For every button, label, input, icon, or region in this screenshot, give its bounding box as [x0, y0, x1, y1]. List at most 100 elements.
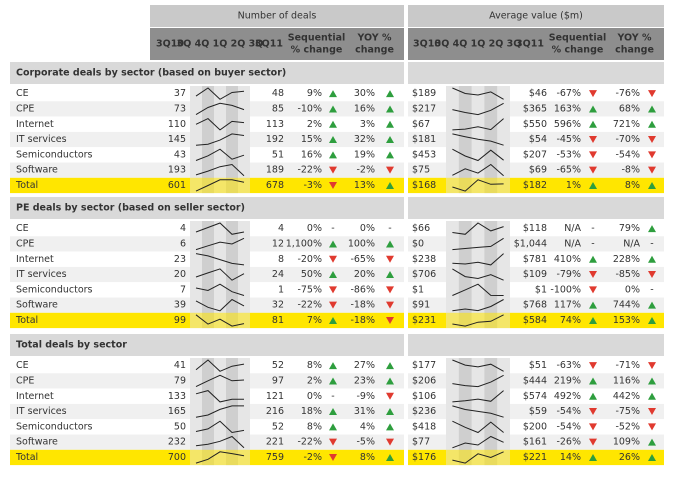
- spark-stripe: [202, 358, 214, 466]
- sparkline: [195, 314, 245, 327]
- spark-stripe: [226, 358, 238, 466]
- up-arrow: [329, 316, 337, 324]
- row-band: [408, 373, 446, 389]
- header-band: [408, 5, 664, 27]
- row-band: [250, 373, 404, 389]
- column-header: 3Q10: [156, 39, 184, 50]
- yoy-change: 79%: [619, 223, 640, 234]
- row-band: [408, 251, 446, 267]
- row-label: CE: [16, 88, 29, 99]
- down-arrow: [329, 286, 337, 294]
- row-label: Software: [16, 300, 58, 311]
- row-band: [510, 419, 664, 435]
- row-band: [510, 116, 664, 132]
- yoy-change: -71%: [615, 360, 640, 371]
- q11-value: $51: [529, 360, 547, 371]
- row-band: [510, 358, 664, 374]
- yoy-change: 13%: [354, 180, 375, 191]
- up-arrow: [386, 423, 394, 431]
- up-arrow: [589, 120, 597, 128]
- sequential-change: 7%: [307, 315, 322, 326]
- down-arrow: [386, 255, 394, 263]
- q10-value: 601: [168, 180, 186, 191]
- sparkline: [195, 118, 245, 131]
- sparkline: [452, 435, 504, 449]
- sequential-change: -10%: [297, 103, 322, 114]
- column-header: YOY %: [357, 33, 392, 44]
- sparkline: [195, 102, 245, 116]
- q10-value: $1: [412, 284, 424, 295]
- up-arrow: [589, 181, 597, 189]
- q10-value: 99: [174, 315, 186, 326]
- q11-value: $46: [529, 88, 547, 99]
- row-band: [250, 449, 404, 466]
- sparkline: [195, 179, 245, 192]
- row-label: CPE: [16, 375, 34, 386]
- group-title: Average value ($m): [489, 11, 583, 22]
- up-arrow: [386, 120, 394, 128]
- row-band: [250, 221, 404, 237]
- sequential-change: -65%: [556, 165, 581, 176]
- q10-value: $206: [412, 375, 436, 386]
- q10-value: $66: [412, 223, 430, 234]
- q10-value: 7: [180, 284, 186, 295]
- down-arrow: [648, 362, 656, 370]
- down-arrow: [329, 301, 337, 309]
- row-band: [250, 101, 404, 117]
- row-label: CPE: [16, 238, 34, 249]
- down-arrow: [386, 166, 394, 174]
- q10-value: 133: [168, 391, 186, 402]
- sequential-change: -100%: [550, 284, 581, 295]
- row-band: [10, 147, 190, 163]
- sparkline: [452, 118, 504, 131]
- up-arrow: [648, 301, 656, 309]
- spark-total-band: [446, 449, 510, 466]
- sparkline: [452, 237, 504, 251]
- down-arrow: [589, 423, 597, 431]
- row-band: [10, 297, 190, 313]
- down-arrow: [648, 151, 656, 159]
- sparkline: [452, 405, 504, 418]
- yoy-change: 442%: [613, 391, 640, 402]
- spark-total-band: [190, 177, 250, 194]
- up-arrow: [329, 105, 337, 113]
- row-band: [10, 434, 190, 450]
- yoy-change: -54%: [615, 149, 640, 160]
- up-arrow: [648, 316, 656, 324]
- q10-value: $0: [412, 238, 424, 249]
- down-arrow: [589, 286, 597, 294]
- sparkline: [452, 299, 504, 312]
- spark-stripe: [484, 358, 498, 466]
- spark-stripe: [484, 86, 498, 194]
- row-band: [510, 297, 664, 313]
- header-band: [150, 5, 404, 27]
- q10-value: $176: [412, 452, 436, 463]
- sequential-change: -3%: [304, 180, 323, 191]
- row-band: [408, 297, 446, 313]
- sparkline: [195, 420, 245, 434]
- q11-value: 216: [266, 406, 284, 417]
- yoy-change: 100%: [348, 238, 375, 249]
- q10-value: 43: [174, 149, 186, 160]
- sparkline: [452, 87, 504, 100]
- sparkline: [452, 314, 504, 327]
- q11-value: 48: [272, 88, 284, 99]
- q11-value: 12: [272, 238, 284, 249]
- row-label: IT services: [16, 134, 67, 145]
- row-band: [250, 403, 404, 420]
- up-arrow: [648, 181, 656, 189]
- row-band: [510, 449, 664, 466]
- row-band: [250, 297, 404, 313]
- row-band: [510, 131, 664, 148]
- down-arrow: [589, 90, 597, 98]
- down-arrow: [589, 136, 597, 144]
- sequential-change: 74%: [560, 315, 581, 326]
- yoy-change: 116%: [613, 375, 640, 386]
- down-arrow: [386, 438, 394, 446]
- down-arrow: [648, 136, 656, 144]
- row-label: Total: [15, 315, 38, 326]
- q10-value: $236: [412, 406, 436, 417]
- up-arrow: [329, 90, 337, 98]
- q10-value: $75: [412, 165, 430, 176]
